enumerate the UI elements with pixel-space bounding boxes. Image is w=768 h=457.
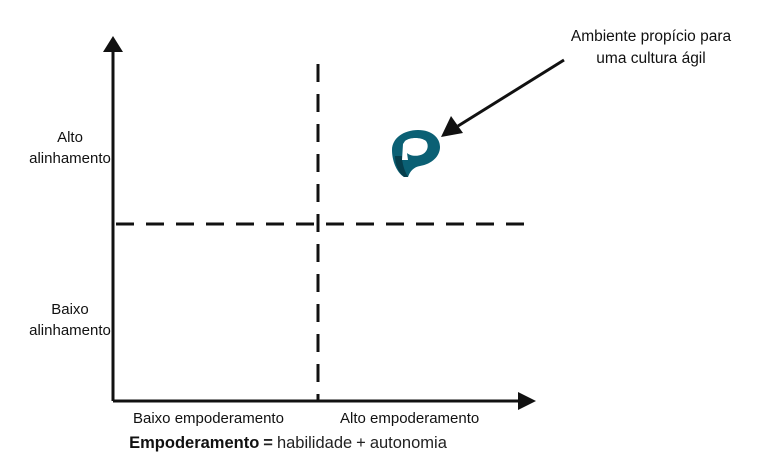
y-label-high-line2: alinhamento — [29, 150, 111, 167]
x-label-low: Baixo empoderamento — [133, 410, 284, 427]
callout-line1: Ambiente propício para — [570, 28, 732, 45]
callout-arrowhead — [441, 116, 463, 137]
x-axis-arrowhead — [518, 392, 536, 410]
formula-equals: = — [263, 434, 273, 452]
brand-logo-marker-icon — [392, 130, 440, 177]
x-label-high: Alto empoderamento — [340, 410, 480, 427]
y-label-low: Baixo alinhamento — [15, 299, 125, 341]
y-axis-arrowhead — [103, 36, 123, 52]
y-label-low-line2: alinhamento — [29, 322, 111, 339]
formula-left: habilidade — [276, 434, 353, 452]
y-label-high: Alto alinhamento — [15, 127, 125, 169]
y-label-high-line1: Alto — [57, 129, 83, 146]
formula-right: autonomia — [369, 434, 447, 452]
callout-arrow — [457, 58, 565, 128]
y-label-low-line1: Baixo — [51, 301, 89, 318]
callout-text: Ambiente propício para uma cultura ágil — [541, 26, 761, 70]
callout-line2: uma cultura ágil — [596, 50, 706, 67]
formula-plus: + — [356, 434, 366, 452]
formula: Empoderamento = habilidade + autonomia — [0, 432, 576, 454]
formula-term: Empoderamento — [129, 434, 260, 452]
